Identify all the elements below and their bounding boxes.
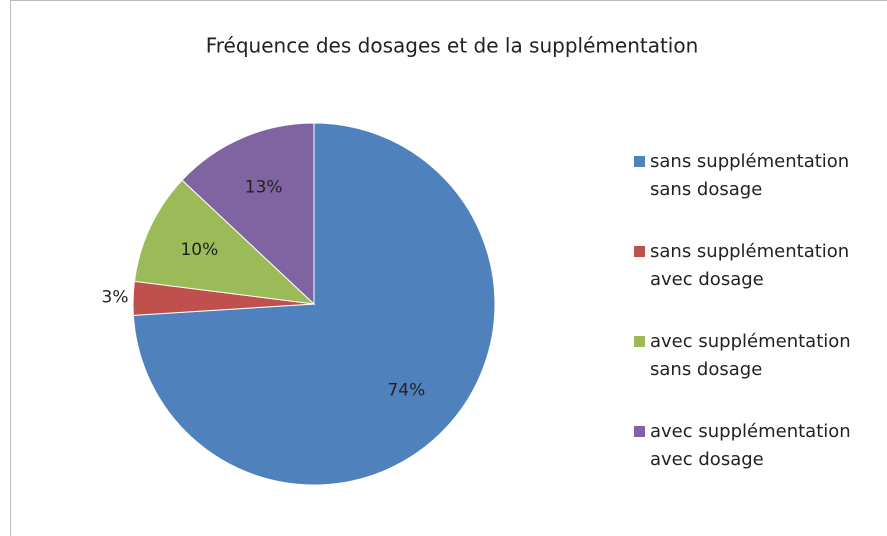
data-label: 10% [180, 240, 218, 260]
legend-swatch [634, 246, 645, 257]
data-label: 74% [387, 381, 425, 401]
legend-label: sans supplémentation avec dosage [650, 241, 850, 290]
data-label: 3% [102, 288, 129, 308]
chart-title: Fréquence des dosages et de la supplémen… [206, 34, 699, 58]
data-label: 13% [245, 178, 283, 198]
legend-swatch [634, 336, 645, 347]
legend-label: avec supplémentation sans dosage [650, 331, 851, 380]
legend-swatch [634, 156, 645, 167]
pie-slice [133, 179, 316, 305]
pie-slice [181, 122, 315, 306]
legend-swatch [634, 426, 645, 437]
legend-label: sans supplémentation sans dosage [650, 151, 850, 200]
legend-label: avec supplémentation avec dosage [650, 421, 851, 470]
